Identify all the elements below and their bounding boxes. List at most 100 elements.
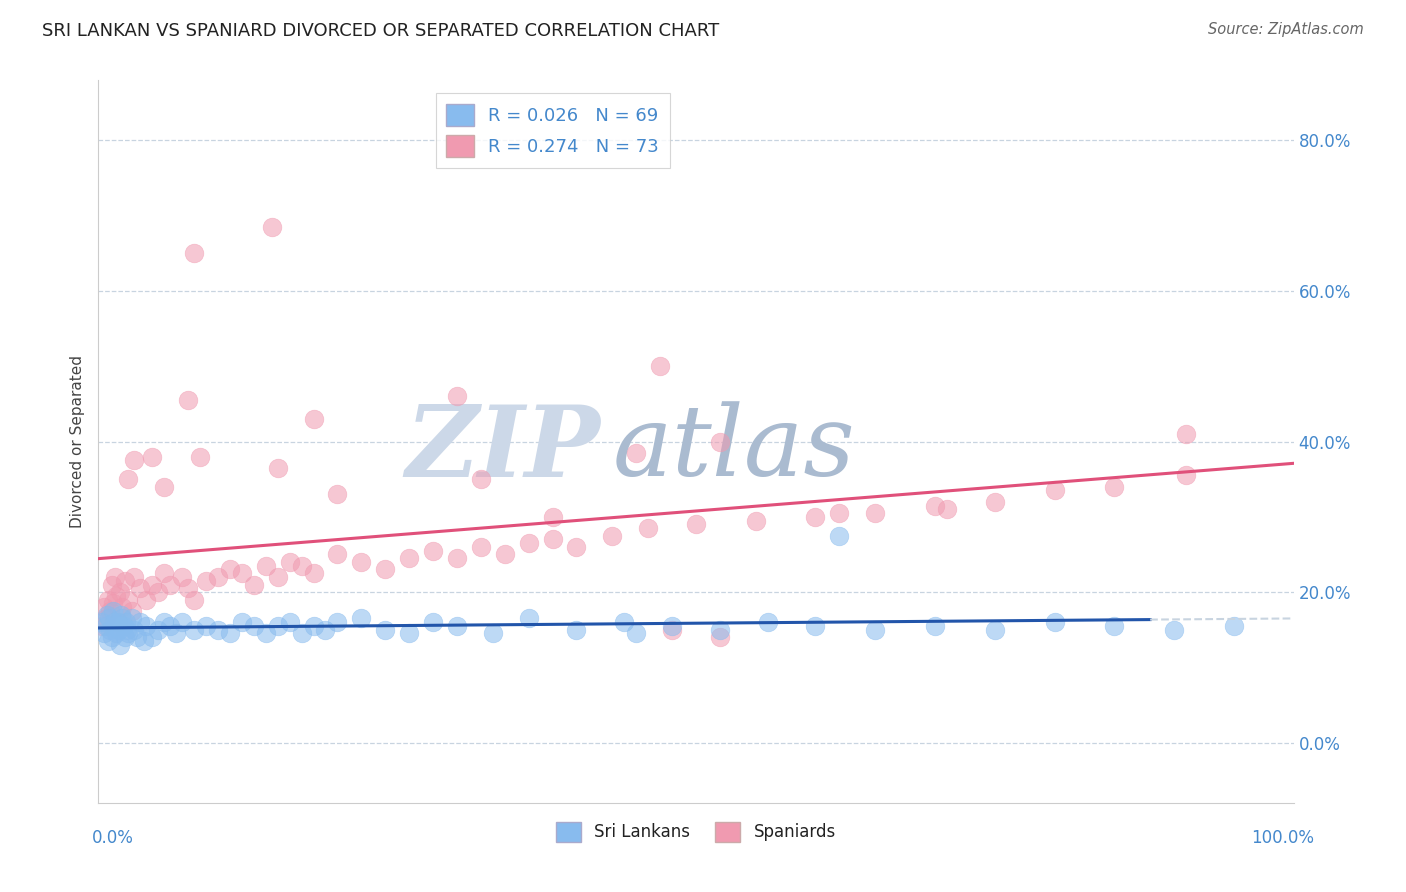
Point [148,623,170,637]
Point [141,630,163,644]
Point [125,630,148,644]
Point [374,623,396,637]
Point [153,480,176,494]
Point [101,604,124,618]
Point [93,600,115,615]
Point [745,514,768,528]
Point [117,592,139,607]
Point [93,626,115,640]
Point [219,626,242,640]
Point [141,450,163,464]
Point [243,577,266,591]
Point [1163,623,1185,637]
Point [117,472,139,486]
Point [984,623,1007,637]
Point [124,623,146,637]
Point [183,623,205,637]
Point [195,619,218,633]
Point [709,623,731,637]
Point [148,585,170,599]
Text: atlas: atlas [613,401,855,497]
Point [172,615,194,630]
Point [98,604,122,618]
Point [183,592,205,607]
Point [828,528,851,542]
Point [924,499,946,513]
Point [260,220,283,235]
Point [291,626,314,640]
Point [374,562,396,576]
Point [278,615,301,630]
Point [709,630,731,644]
Point [177,393,200,408]
Point [135,592,157,607]
Point [111,600,134,615]
Point [153,566,176,581]
Point [188,450,211,464]
Point [709,434,731,449]
Point [207,623,229,637]
Point [96,607,118,622]
Point [103,615,125,630]
Point [517,536,540,550]
Point [828,506,851,520]
Text: ZIP: ZIP [405,401,600,497]
Point [117,626,139,640]
Point [302,412,325,426]
Point [446,619,468,633]
Point [195,574,218,588]
Point [565,623,588,637]
Point [101,596,124,610]
Point [207,570,229,584]
Point [183,246,205,260]
Point [121,611,143,625]
Point [135,619,157,633]
Point [1043,615,1066,630]
Point [105,589,128,603]
Point [129,582,152,596]
Point [114,574,136,588]
Point [108,585,131,599]
Point [278,555,301,569]
Point [107,615,129,630]
Point [326,615,349,630]
Point [482,626,505,640]
Point [124,453,146,467]
Legend: Sri Lankans, Spaniards: Sri Lankans, Spaniards [550,815,842,848]
Point [661,619,683,633]
Point [104,570,127,584]
Point [398,551,420,566]
Point [141,577,163,591]
Point [110,607,132,622]
Point [159,619,181,633]
Point [565,540,588,554]
Point [100,630,122,644]
Point [626,626,648,640]
Point [98,623,122,637]
Point [254,558,277,573]
Point [107,623,129,637]
Point [470,472,492,486]
Point [517,611,540,625]
Point [315,623,337,637]
Point [602,528,624,542]
Point [398,626,420,640]
Point [470,540,492,554]
Point [1104,619,1126,633]
Point [219,562,242,576]
Point [172,570,194,584]
Point [446,389,468,403]
Point [100,577,122,591]
Point [177,582,200,596]
Point [541,509,564,524]
Point [267,619,290,633]
Text: Source: ZipAtlas.com: Source: ZipAtlas.com [1208,22,1364,37]
Point [756,615,779,630]
Point [865,506,887,520]
Point [108,638,131,652]
Point [111,611,134,625]
Point [1104,480,1126,494]
Point [661,623,683,637]
Point [302,619,325,633]
Text: 100.0%: 100.0% [1251,829,1315,847]
